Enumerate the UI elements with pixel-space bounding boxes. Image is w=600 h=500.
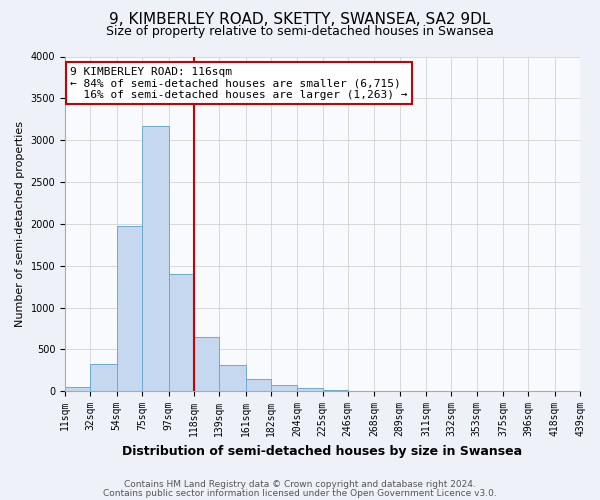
Text: Contains public sector information licensed under the Open Government Licence v3: Contains public sector information licen… (103, 488, 497, 498)
Bar (65, 386, 90, 391)
X-axis label: Distribution of semi-detached houses by size in Swansea: Distribution of semi-detached houses by … (122, 444, 523, 458)
Text: Size of property relative to semi-detached houses in Swansea: Size of property relative to semi-detach… (106, 25, 494, 38)
Bar (169, 274, 194, 391)
Bar (271, 384, 297, 391)
Text: 9 KIMBERLEY ROAD: 116sqm
← 84% of semi-detached houses are smaller (6,715)
  16%: 9 KIMBERLEY ROAD: 116sqm ← 84% of semi-d… (70, 66, 407, 100)
Y-axis label: Number of semi-detached properties: Number of semi-detached properties (15, 121, 25, 327)
Text: 9, KIMBERLEY ROAD, SKETTY, SWANSEA, SA2 9DL: 9, KIMBERLEY ROAD, SKETTY, SWANSEA, SA2 … (109, 12, 491, 28)
Text: Contains HM Land Registry data © Crown copyright and database right 2024.: Contains HM Land Registry data © Crown c… (124, 480, 476, 489)
Bar (90, 364, 117, 391)
Bar (219, 365, 245, 391)
Bar (245, 379, 271, 391)
Bar (142, 126, 169, 391)
Bar (323, 390, 348, 391)
Bar (194, 337, 219, 391)
Bar (117, 226, 142, 391)
Bar (297, 388, 323, 391)
